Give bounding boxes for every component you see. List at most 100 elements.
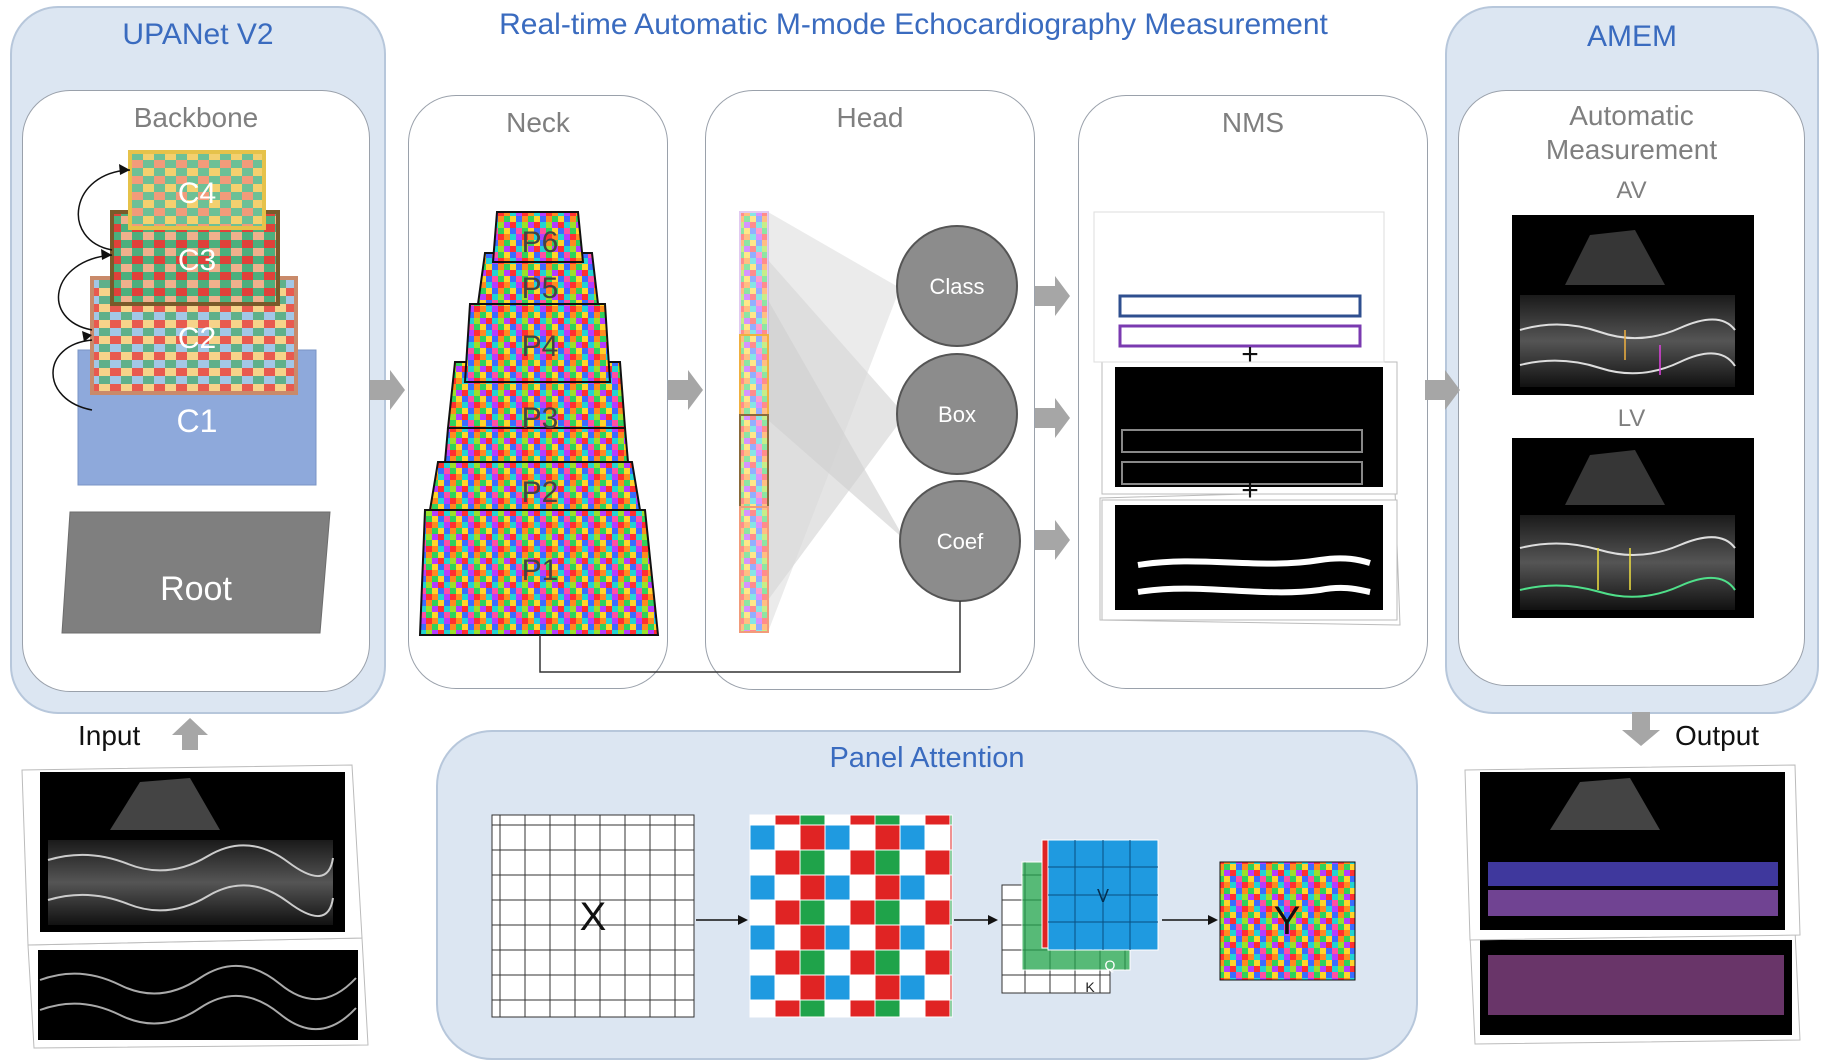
neck-pyramid: P6 P5 P4 P3 P2 P1: [418, 211, 660, 636]
nms-plus-icon: +: [1241, 338, 1259, 371]
upanet-title: UPANet V2: [122, 18, 274, 51]
nms-stack: + +: [1093, 211, 1401, 626]
av-wall: [1519, 352, 1736, 375]
v-grid-lines: [1048, 840, 1158, 950]
neck-level-p6: [491, 211, 585, 263]
output-segmentation-blue: [1488, 862, 1778, 886]
arrowhead: [988, 915, 998, 925]
backbone-title: Backbone: [133, 102, 259, 133]
input-mmode-back: [38, 950, 358, 1040]
box-label: Box: [938, 402, 976, 427]
q-label: Q: [1105, 957, 1116, 973]
arrowhead: [82, 331, 92, 342]
coef-connector-line: [539, 601, 961, 673]
output-segmentation-purple: [1488, 890, 1778, 916]
c4-block: [128, 150, 266, 230]
nms-mask-curve: [1137, 555, 1371, 568]
p6-label: P6: [522, 226, 559, 259]
head-feature-segment: [739, 506, 769, 633]
head-fan-coef: [768, 300, 905, 540]
input-echo-wall: [47, 884, 334, 918]
input-echo-stack: [21, 764, 369, 1049]
input-echo-wall: [39, 994, 357, 1030]
input-echo-wall: [39, 964, 357, 1000]
output-grid-y: [1219, 861, 1356, 981]
coef-label: Coef: [937, 529, 984, 554]
lv-wall: [1519, 536, 1736, 556]
neck-title: Neck: [506, 107, 570, 138]
nms-candidate-box: [1121, 429, 1363, 453]
head-block: Class Box Coef: [539, 211, 1021, 673]
backbone-stack: C4 C3 C2 C1 Root: [52, 150, 331, 634]
arrowhead: [119, 164, 130, 175]
av-wall: [1519, 318, 1736, 340]
c1-label: C1: [177, 403, 218, 439]
av-mmode: [1520, 295, 1735, 387]
box-circle: [896, 353, 1018, 475]
arrowhead: [101, 249, 112, 260]
nms-class-card: [1093, 211, 1385, 363]
skip-arrow-c1-c2: [52, 339, 93, 411]
p4-label: P4: [522, 330, 559, 363]
p2-label: P2: [522, 476, 559, 509]
nms-plus-icon: +: [1241, 474, 1259, 507]
arrowhead: [738, 915, 748, 925]
nms-box-blue: [1118, 294, 1362, 318]
nms-title: NMS: [1221, 107, 1285, 138]
root-label: Root: [160, 570, 232, 608]
output-label: Output: [1675, 720, 1760, 751]
k-label: K: [1085, 979, 1095, 995]
root-block: [61, 511, 331, 634]
lv-wall-posterior: [1519, 576, 1736, 598]
input-echo-wall: [47, 844, 334, 878]
head-title: Head: [836, 102, 904, 133]
c3-label: C3: [178, 244, 216, 277]
av-label: AV: [1616, 177, 1647, 204]
output-sector: [1550, 778, 1660, 830]
nms-candidate-box: [1121, 461, 1363, 485]
diagram-title: Real-time Automatic M-mode Echocardiogra…: [499, 8, 1328, 41]
arrow-coef-to-nms: [1035, 520, 1070, 560]
amem-title: AMEM: [1587, 20, 1677, 53]
amem-av-image: [1512, 215, 1754, 395]
nms-mask-curve: [1137, 584, 1371, 596]
class-label: Class: [929, 274, 984, 299]
nms-box-purple: [1118, 324, 1362, 348]
skip-arrow-c3-c4: [77, 169, 131, 251]
v-label: V: [1097, 886, 1109, 906]
p3-label: P3: [522, 402, 559, 435]
input-label: Input: [78, 720, 141, 751]
amem-lv-image: [1512, 438, 1754, 618]
head-feature-strip: [739, 211, 769, 633]
output-echo-stack: [1464, 764, 1801, 1045]
av-sector: [1565, 230, 1665, 285]
flow-arrows: [370, 276, 1660, 746]
class-circle: [896, 225, 1018, 347]
nms-box-image: [1115, 367, 1383, 487]
panel-attention-title: Panel Attention: [829, 742, 1025, 774]
automatic-measurement-title: Automatic Measurement: [1545, 100, 1718, 165]
c2-label: C2: [178, 322, 216, 355]
arrow-amem-to-output: [1622, 712, 1660, 746]
x-label: X: [580, 895, 607, 939]
input-grid-x: [491, 814, 695, 1018]
input-up-arrow: [172, 718, 208, 750]
arrowhead: [1208, 915, 1218, 925]
lv-mmode: [1520, 515, 1735, 610]
input-mmode: [48, 840, 333, 925]
lv-label: LV: [1617, 405, 1646, 432]
panel-split-grid: [749, 814, 953, 1018]
arrow-box-to-nms: [1035, 398, 1070, 438]
skip-arrow-c2-c3: [57, 254, 113, 331]
c4-label: C4: [178, 177, 216, 210]
output-segmentation-back: [1488, 955, 1784, 1015]
arrow-nms-to-amem: [1425, 370, 1460, 410]
panel-attention-diagram: X K Q V Y: [491, 814, 1356, 1018]
p1-label: P1: [522, 554, 559, 587]
p5-label: P5: [522, 272, 559, 305]
y-label: Y: [1274, 899, 1301, 943]
arrow-neck-to-head: [668, 370, 703, 410]
lv-sector: [1565, 450, 1665, 505]
arrow-class-to-nms: [1035, 276, 1070, 316]
